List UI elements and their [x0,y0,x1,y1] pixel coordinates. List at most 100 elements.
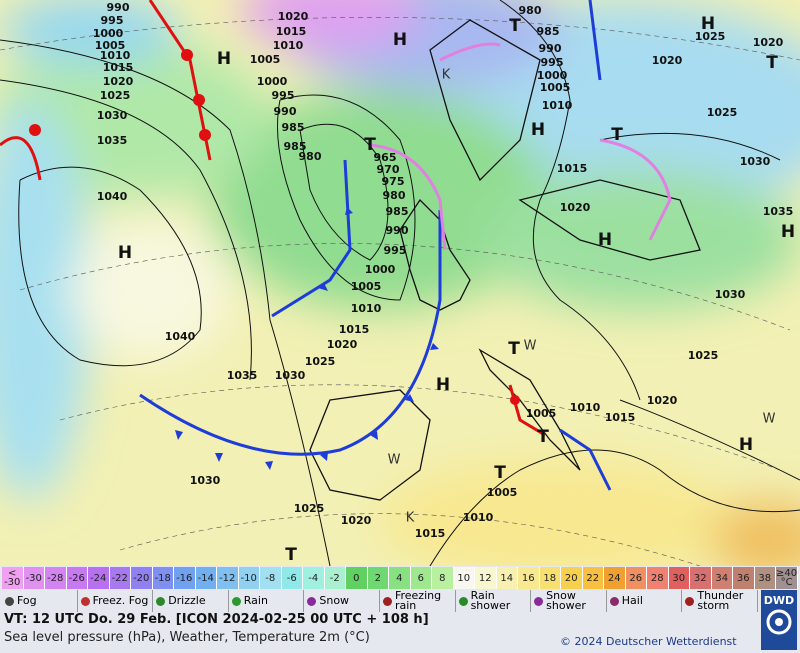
pressure-label: 970 [377,163,400,176]
pressure-center: H [118,243,132,263]
pressure-label: 1015 [415,527,446,540]
pressure-label: 1015 [103,61,134,74]
temperature-box: 14 [496,567,518,589]
pressure-label: 1015 [276,25,307,38]
temperature-box: -26 [66,567,88,589]
temperature-box: 10 [453,567,475,589]
pressure-label: 995 [384,244,407,257]
pressure-center: H [393,30,407,50]
temperature-box: 12 [475,567,497,589]
pressure-label: 1025 [305,355,336,368]
front-symbols [175,207,439,470]
pressure-center: H [531,120,545,140]
weather-legend-item: Rain shower [456,590,532,612]
pressure-label: 985 [537,25,560,38]
pressure-label: 980 [383,189,406,202]
temperature-low-label: < [8,568,17,579]
temperature-value: -24 [90,572,107,584]
temperature-box: -6 [281,567,303,589]
temperature-value: -6 [286,572,297,584]
pressure-label: 1010 [463,511,494,524]
temperature-field [0,0,800,566]
weather-icon [307,596,317,606]
temperature-value: 36 [736,572,750,584]
pressure-center: T [285,545,297,565]
temperature-value: 10 [457,572,471,584]
weather-legend-item: Freezing rain [380,590,456,612]
pressure-label: 1030 [190,474,221,487]
temperature-value: -4 [308,572,319,584]
pressure-label: 1015 [339,323,370,336]
pressure-label: 1020 [652,54,683,67]
temperature-value: 14 [500,572,514,584]
weather-icon [156,596,166,606]
pressure-center: T [766,53,778,73]
logo-icon [766,609,792,635]
temperature-box: -22 [109,567,131,589]
pressure-label: 995 [101,14,124,27]
weather-label: Rain [243,594,268,607]
temperature-box: -2 [324,567,346,589]
temperature-box: -8 [260,567,282,589]
temperature-box: < -30 [2,567,24,589]
temperature-value: -12 [219,572,236,584]
pressure-center: T [364,135,376,155]
pressure-label: 1025 [688,349,719,362]
map: 9909951000100510101015102010251030103510… [0,0,800,566]
pressure-label: 990 [386,224,409,237]
temperature-box: -28 [45,567,67,589]
weather-label: Rain shower [470,589,511,612]
weather-legend-item: Snow shower [531,590,607,612]
pressure-center: T [611,125,623,145]
pressure-label: 1000 [257,75,288,88]
temperature-box: 32 [690,567,712,589]
weather-label: Thunder storm [697,589,744,612]
pressure-label: 1020 [753,36,784,49]
temperature-box: -10 [238,567,260,589]
temperature-value: -28 [47,572,64,584]
pressure-label: 1020 [278,10,309,23]
temperature-box: 30 [668,567,690,589]
pressure-label: 1035 [763,205,794,218]
temperature-box: -18 [152,567,174,589]
temperature-box: 26 [625,567,647,589]
temperature-value: 2 [374,572,381,584]
pressure-label: 1035 [97,134,128,147]
copyright: © 2024 Deutscher Wetterdienst [560,635,737,648]
pressure-label: 965 [374,151,397,164]
weather-icon [609,596,619,606]
pressure-label: 1030 [97,109,128,122]
pressure-center: W [524,339,537,354]
pressure-label: 990 [539,42,562,55]
weather-legend-item: Fog [2,590,78,612]
temperature-box: -12 [217,567,239,589]
weather-label: Hail [621,594,643,607]
temperature-value: 34 [715,572,729,584]
temperature-box: -4 [303,567,325,589]
pressure-label: 1025 [707,106,738,119]
temperature-box: -24 [88,567,110,589]
weather-label: Snow shower [546,589,586,612]
temperature-box: 38 [754,567,776,589]
logo: DWD [761,590,797,650]
pressure-center: H [739,435,753,455]
temperature-box: -14 [195,567,217,589]
pressure-label: 1025 [100,89,131,102]
pressure-label: 990 [107,1,130,14]
pressure-label: 1000 [93,27,124,40]
temperature-box: 6 [410,567,432,589]
fronts [0,0,672,491]
pressure-label: 1005 [250,53,281,66]
temperature-value: 12 [478,572,492,584]
weather-icon [685,596,695,606]
pressure-label: 1010 [100,49,131,62]
pressure-label: 985 [386,205,409,218]
weather-icon [382,596,392,606]
pressure-center: H [701,14,715,34]
temperature-box: 28 [647,567,669,589]
temperature-value: 8 [439,572,446,584]
weather-legend-item: Hail [607,590,683,612]
temperature-high-label: °C [780,577,793,588]
weather-legend-item: Rain [229,590,305,612]
temperature-value: 32 [693,572,707,584]
